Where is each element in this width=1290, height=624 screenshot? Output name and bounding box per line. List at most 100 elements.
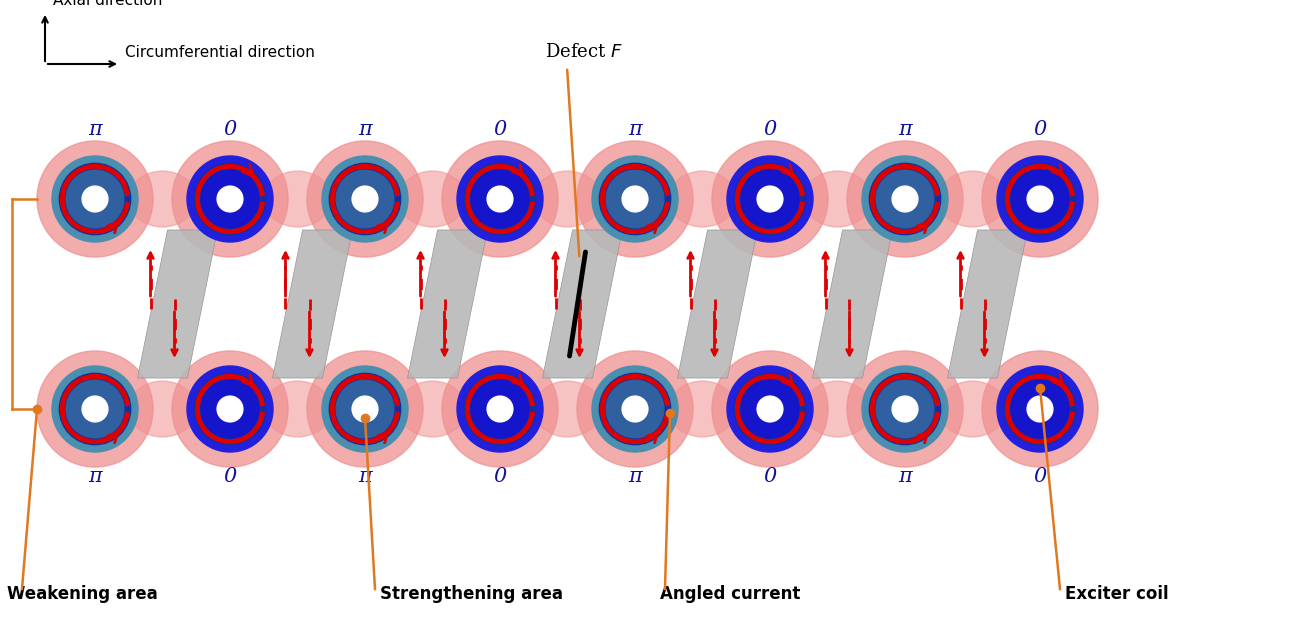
Circle shape [172,351,288,467]
Circle shape [195,373,266,445]
Circle shape [307,141,423,257]
Ellipse shape [263,171,332,227]
Circle shape [329,373,401,445]
Circle shape [742,380,799,438]
Circle shape [195,163,266,235]
Circle shape [876,380,934,438]
Circle shape [471,380,529,438]
Text: 0: 0 [1033,120,1046,139]
Circle shape [187,156,273,242]
Circle shape [488,186,513,212]
Ellipse shape [399,171,466,227]
Circle shape [757,396,783,422]
Circle shape [352,186,378,212]
Circle shape [734,373,806,445]
Text: π: π [359,467,372,486]
Text: Defect $\mathit{F}$: Defect $\mathit{F}$ [544,43,623,61]
Text: 0: 0 [1033,467,1046,486]
Circle shape [728,366,813,452]
Circle shape [59,373,130,445]
Circle shape [201,170,259,228]
Circle shape [1027,396,1053,422]
Ellipse shape [129,381,196,437]
Polygon shape [138,230,218,378]
Circle shape [734,163,806,235]
Circle shape [52,156,138,242]
Circle shape [464,373,535,445]
Circle shape [1005,373,1076,445]
Polygon shape [408,230,488,378]
Circle shape [201,380,259,438]
Text: π: π [628,467,642,486]
Text: π: π [88,120,102,139]
Ellipse shape [534,381,601,437]
Circle shape [187,366,273,452]
Circle shape [862,156,948,242]
Text: Axial direction: Axial direction [53,0,163,8]
Circle shape [893,186,918,212]
Circle shape [712,351,828,467]
Text: 0: 0 [764,120,777,139]
Polygon shape [543,230,623,378]
Circle shape [1011,380,1069,438]
Ellipse shape [939,381,1006,437]
Circle shape [997,156,1084,242]
Text: 0: 0 [223,467,236,486]
Circle shape [172,141,288,257]
Circle shape [1027,186,1053,212]
Circle shape [352,396,378,422]
Text: Circumferential direction: Circumferential direction [125,45,315,60]
Circle shape [592,366,679,452]
Circle shape [862,366,948,452]
Circle shape [307,351,423,467]
Circle shape [329,163,401,235]
Circle shape [442,351,559,467]
Circle shape [606,380,664,438]
Circle shape [66,170,124,228]
Ellipse shape [263,381,332,437]
Circle shape [337,170,393,228]
Ellipse shape [129,171,196,227]
Circle shape [606,170,664,228]
Text: 0: 0 [493,120,507,139]
Text: Exciter coil: Exciter coil [1066,585,1169,603]
Text: 0: 0 [764,467,777,486]
Circle shape [322,366,408,452]
Ellipse shape [399,381,466,437]
Circle shape [488,396,513,422]
Polygon shape [677,230,757,378]
Circle shape [893,396,918,422]
Text: π: π [88,467,102,486]
Circle shape [848,351,964,467]
Text: π: π [898,467,912,486]
Ellipse shape [668,381,737,437]
Circle shape [742,170,799,228]
Polygon shape [272,230,352,378]
Circle shape [37,141,154,257]
Circle shape [869,373,940,445]
Circle shape [622,396,648,422]
Circle shape [876,170,934,228]
Text: Weakening area: Weakening area [6,585,157,603]
Circle shape [1005,163,1076,235]
Circle shape [712,141,828,257]
Circle shape [217,186,243,212]
Circle shape [622,186,648,212]
Ellipse shape [804,171,871,227]
Circle shape [66,380,124,438]
Circle shape [464,163,535,235]
Circle shape [471,170,529,228]
Text: π: π [628,120,642,139]
Polygon shape [947,230,1028,378]
Circle shape [848,141,964,257]
Circle shape [337,380,393,438]
Circle shape [757,186,783,212]
Circle shape [728,156,813,242]
Text: Angled current: Angled current [660,585,800,603]
Circle shape [869,163,940,235]
Circle shape [217,396,243,422]
Circle shape [457,156,543,242]
Text: π: π [359,120,372,139]
Circle shape [322,156,408,242]
Ellipse shape [804,381,871,437]
